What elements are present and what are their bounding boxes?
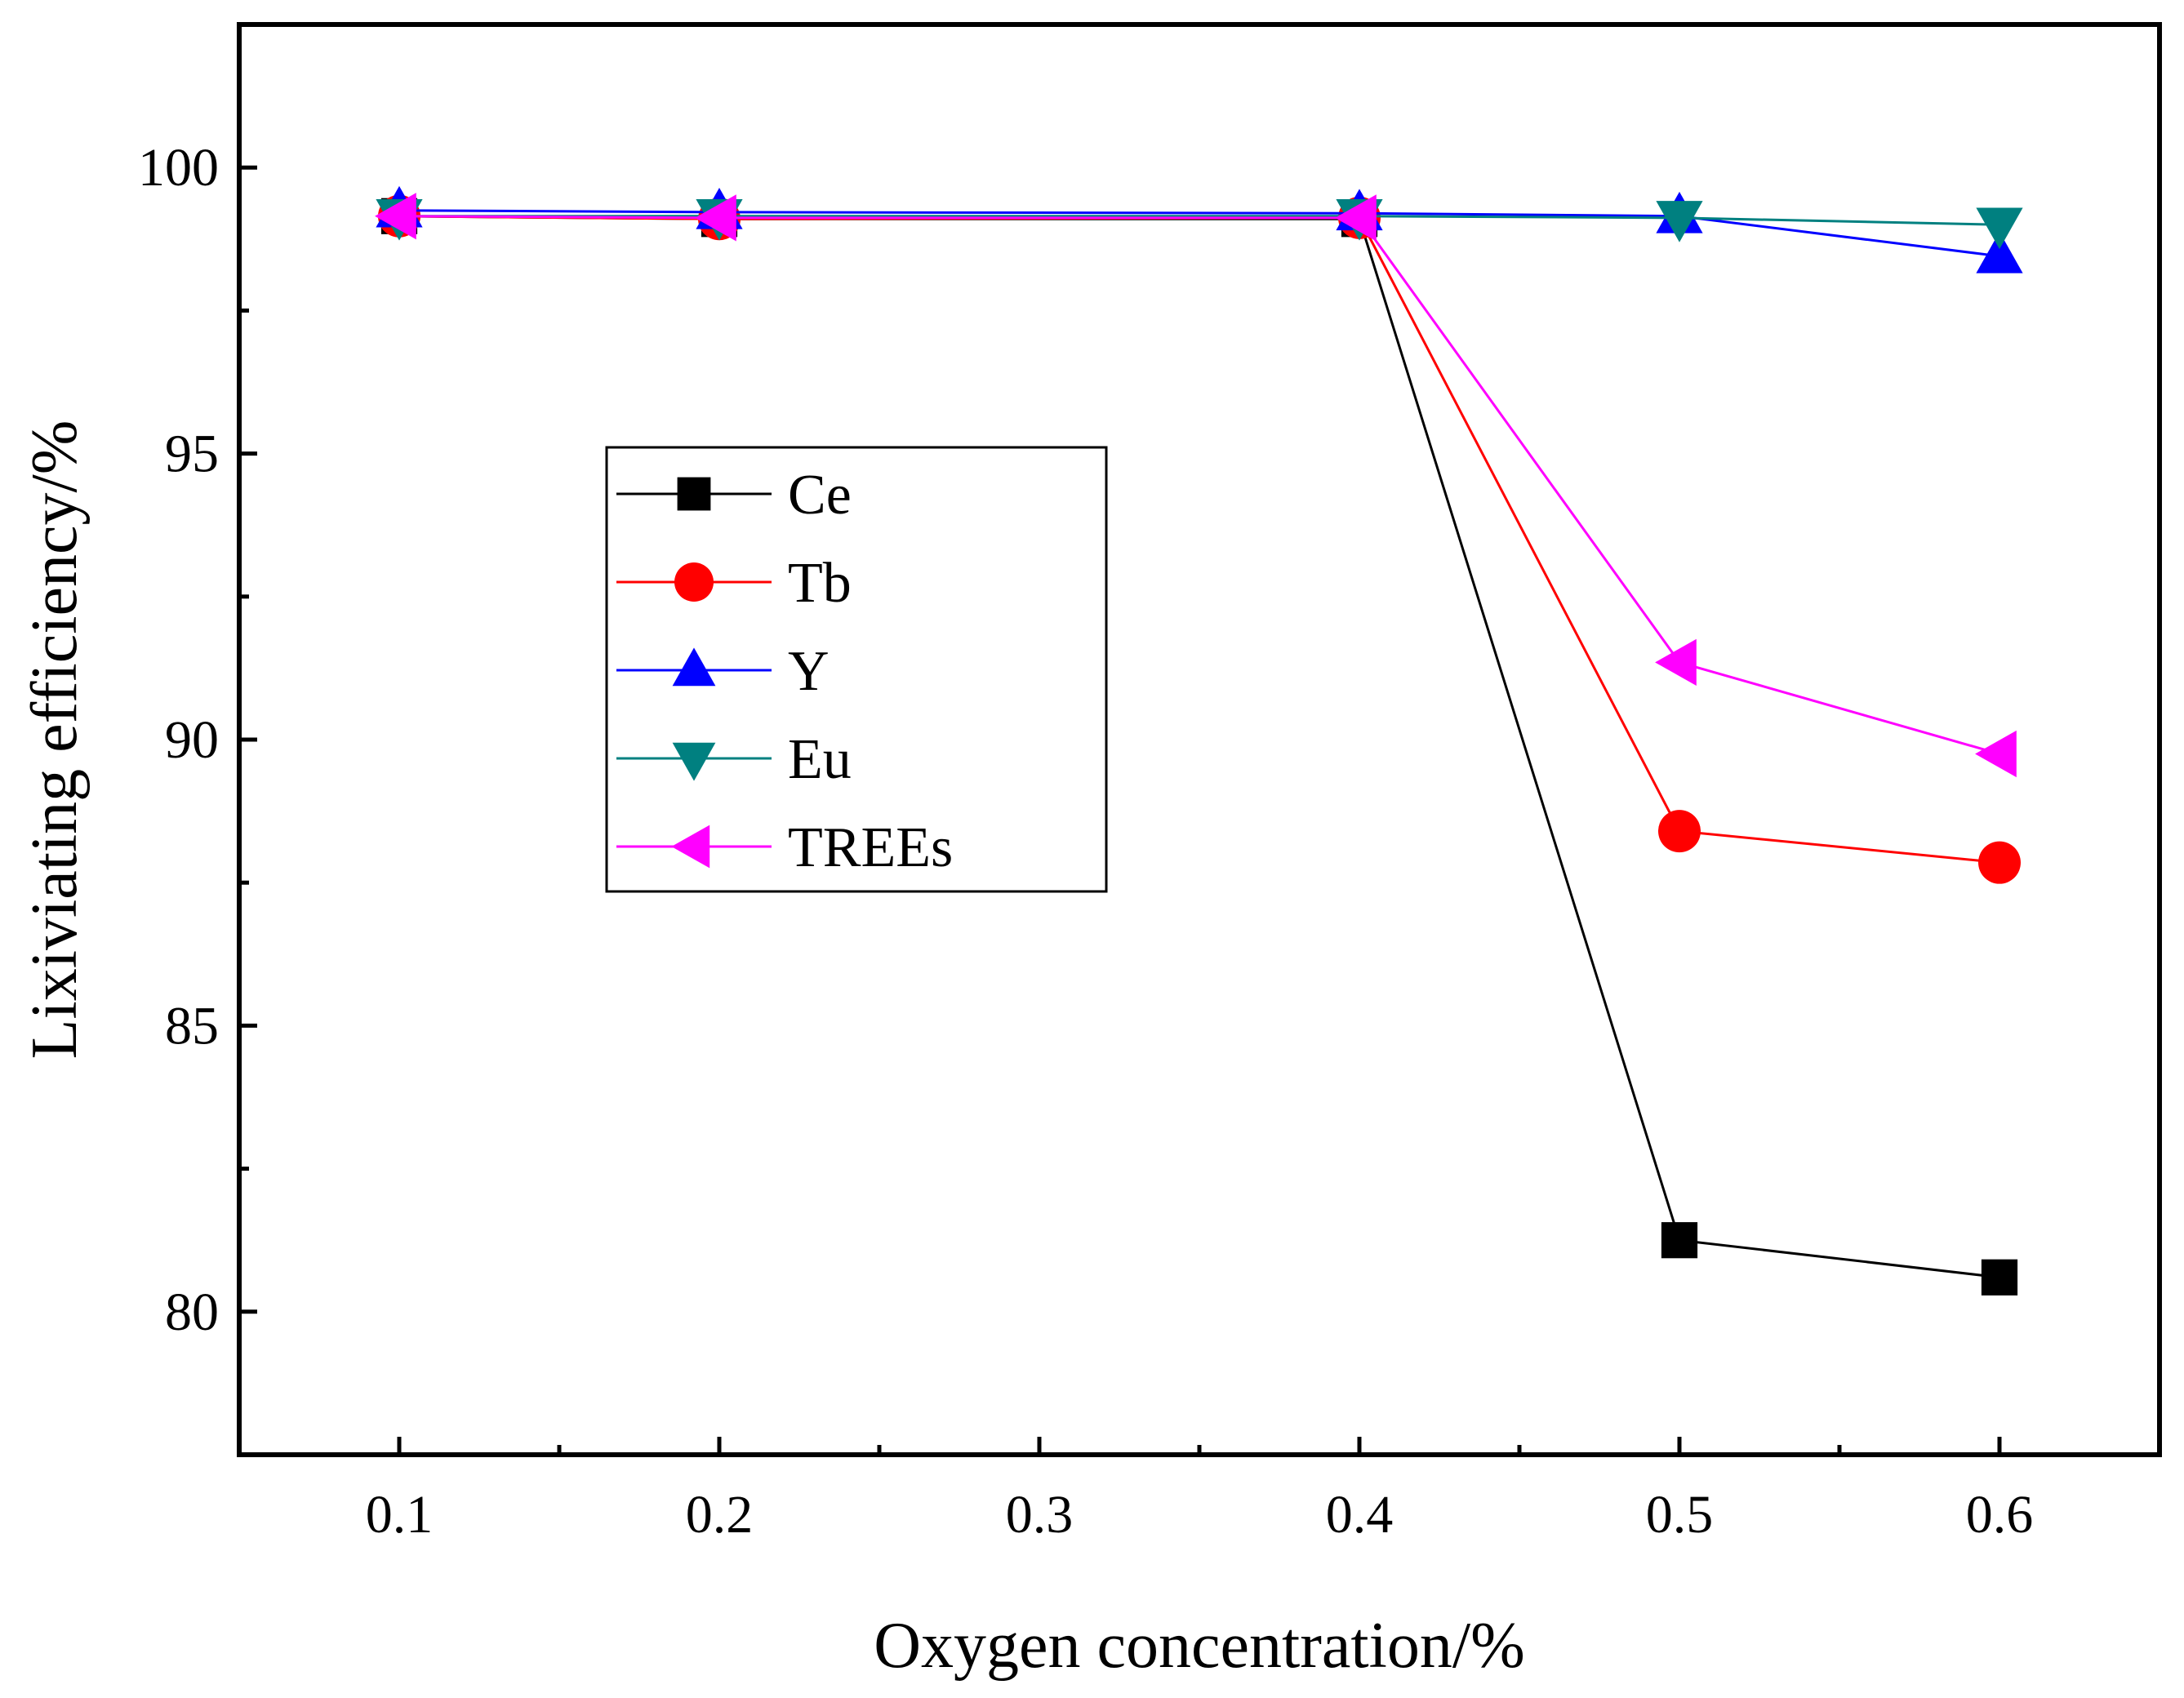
legend-marker-ce xyxy=(677,477,711,511)
data-point-trees xyxy=(375,193,416,240)
axis-ticks: 0.1 0.2 0.3 0.4 0.5 0.6 80 85 90 95 100 xyxy=(138,22,2034,1545)
legend-label-trees: TREEs xyxy=(788,816,953,879)
x-tick-label: 0.3 xyxy=(1006,1485,1074,1545)
series-eu xyxy=(376,198,2023,250)
y-axis-title: Lixiviating efficiency/% xyxy=(19,420,91,1060)
legend-label-y: Y xyxy=(788,640,830,703)
data-point-trees xyxy=(1335,194,1377,242)
legend: Ce Tb Y Eu TREEs xyxy=(605,446,1108,893)
series-trees xyxy=(375,193,2017,778)
data-point-ce xyxy=(1981,1259,2018,1296)
data-point-eu xyxy=(1976,207,2023,250)
data-point-ce xyxy=(1661,1222,1698,1259)
y-tick-label: 100 xyxy=(138,138,219,198)
series-layer xyxy=(375,185,2023,1296)
y-tick-label: 90 xyxy=(165,710,219,770)
y-tick-label: 95 xyxy=(165,424,219,484)
legend-marker-trees xyxy=(671,825,710,869)
data-point-trees xyxy=(1975,730,2017,778)
data-point-trees xyxy=(1655,638,1697,686)
legend-marker-eu xyxy=(672,742,716,781)
data-point-trees xyxy=(695,194,736,242)
x-axis-title: Oxygen concentration/% xyxy=(874,1610,1525,1682)
data-point-y xyxy=(1976,231,2023,273)
y-tick-label: 85 xyxy=(165,996,219,1056)
legend-label-eu: Eu xyxy=(788,728,852,791)
legend-marker-y xyxy=(672,647,716,687)
data-point-eu xyxy=(1656,201,1703,242)
legend-label-ce: Ce xyxy=(788,464,852,527)
data-point-tb xyxy=(1658,810,1701,853)
legend-marker-tb xyxy=(674,562,714,602)
x-tick-label: 0.5 xyxy=(1646,1485,1714,1545)
y-tick-label: 80 xyxy=(165,1282,219,1342)
x-tick-label: 0.2 xyxy=(686,1485,754,1545)
x-tick-label: 0.1 xyxy=(366,1485,434,1545)
x-tick-label: 0.6 xyxy=(1966,1485,2034,1545)
data-point-tb xyxy=(1978,841,2021,884)
x-tick-label: 0.4 xyxy=(1326,1485,1394,1545)
legend-label-tb: Tb xyxy=(788,552,852,615)
series-y xyxy=(376,185,2023,273)
